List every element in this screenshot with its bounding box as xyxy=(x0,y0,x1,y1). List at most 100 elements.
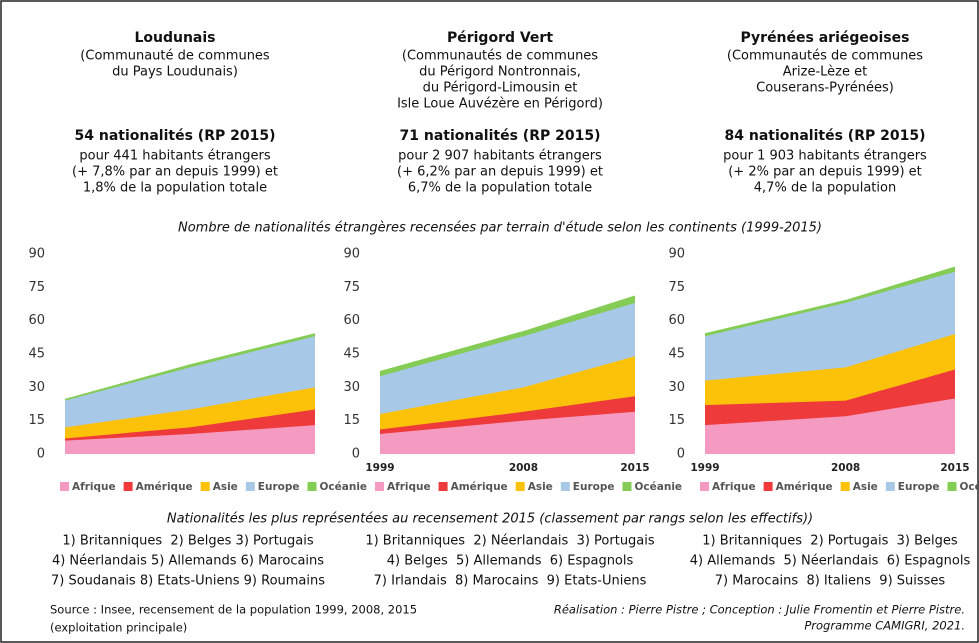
y-tick-label: 30 xyxy=(343,380,360,395)
legend-label: Océanie xyxy=(634,481,682,493)
y-tick-label: 90 xyxy=(668,247,685,262)
legend-swatch xyxy=(60,482,69,491)
region-description: Couserans-Pyrénées) xyxy=(756,81,894,96)
legend-swatch xyxy=(700,482,709,491)
y-tick-label: 30 xyxy=(28,380,45,395)
y-tick-label: 0 xyxy=(677,447,685,462)
ranking-line: 1) Britanniques 2) Portugais 3) Belges xyxy=(702,534,958,549)
area xyxy=(705,267,955,337)
y-tick-label: 15 xyxy=(28,413,45,428)
legend-label: Afrique xyxy=(72,481,116,493)
area-top xyxy=(379,295,636,373)
credits: Programme CAMIGRI, 2021. xyxy=(804,619,965,633)
ranking-line: 7) Marocains 8) Italiens 9) Suisses xyxy=(715,574,946,589)
region-name: Périgord Vert xyxy=(447,30,553,46)
area xyxy=(705,398,955,454)
area xyxy=(65,387,315,439)
y-tick-label: 60 xyxy=(668,313,685,328)
x-tick-label: 1999 xyxy=(690,462,719,474)
area-top xyxy=(704,266,956,335)
x-tick-label: 2008 xyxy=(509,462,538,474)
legend-swatch xyxy=(947,482,957,491)
ranking-line: 4) Allemands 5) Néerlandais 6) Espagnols xyxy=(690,554,971,569)
legend-swatch xyxy=(763,482,773,491)
ranking-line: 4) Belges 5) Allemands 6) Espagnols xyxy=(387,554,634,569)
legend-label: Océanie xyxy=(319,481,367,493)
y-tick-label: 0 xyxy=(352,447,360,462)
legend-swatch xyxy=(560,482,570,491)
stats-line: pour 1 903 habitants étrangers xyxy=(723,149,927,164)
legend-label: Afrique xyxy=(387,481,431,493)
legend-label: Europe xyxy=(898,481,940,493)
y-tick-label: 75 xyxy=(28,280,45,295)
legend-swatch xyxy=(123,482,133,491)
legend-label: Asie xyxy=(213,481,238,493)
legend-swatch xyxy=(375,482,384,491)
y-tick-label: 0 xyxy=(37,447,45,462)
region-description: Isle Loue Auvézère en Périgord) xyxy=(397,97,603,112)
region-description: du Périgord-Limousin et xyxy=(423,81,578,96)
legend-swatch xyxy=(245,482,255,491)
legend-swatch xyxy=(200,482,210,491)
region-description: du Pays Loudunais) xyxy=(112,65,238,80)
y-tick-label: 15 xyxy=(668,413,685,428)
region-description: (Communautés de communes xyxy=(727,49,923,64)
y-tick-label: 90 xyxy=(28,247,45,262)
y-tick-label: 45 xyxy=(28,347,45,362)
region-description: Arize-Lèze et xyxy=(783,65,867,80)
area xyxy=(65,409,315,441)
area xyxy=(705,271,955,381)
area-top xyxy=(64,333,316,401)
legend-swatch xyxy=(307,482,317,491)
y-tick-label: 30 xyxy=(668,380,685,395)
legend-swatch xyxy=(840,482,850,491)
region-description: (Communautés de communes xyxy=(402,49,598,64)
legend-label: Afrique xyxy=(712,481,756,493)
legend-label: Océanie xyxy=(959,481,979,493)
stats-line: pour 2 907 habitants étrangers xyxy=(398,149,602,164)
legend-swatch xyxy=(438,482,448,491)
legend-swatch xyxy=(515,482,525,491)
ranking-line: 7) Soudanais 8) Etats-Uniens 9) Roumains xyxy=(51,574,325,589)
y-tick-label: 45 xyxy=(668,347,685,362)
area xyxy=(65,425,315,454)
y-tick-label: 60 xyxy=(28,313,45,328)
legend-swatch xyxy=(622,482,632,491)
x-tick-label: 2008 xyxy=(831,462,860,474)
y-tick-label: 60 xyxy=(343,313,360,328)
stats-title: 71 nationalités (RP 2015) xyxy=(400,128,601,144)
legend-label: Asie xyxy=(528,481,553,493)
area xyxy=(705,369,955,426)
stats-line: 1,8% de la population totale xyxy=(83,181,267,196)
stats-line: (+ 6,2% par an depuis 1999) et xyxy=(397,165,603,180)
area xyxy=(65,334,315,401)
stats-title: 54 nationalités (RP 2015) xyxy=(75,128,276,144)
ranking-line: 4) Néerlandais 5) Allemands 6) Marocains xyxy=(52,554,324,569)
legend-label: Europe xyxy=(258,481,300,493)
y-tick-label: 45 xyxy=(343,347,360,362)
stats-line: 4,7% de la population xyxy=(754,181,896,196)
region-name: Pyrénées ariégeoises xyxy=(741,30,910,46)
stats-title: 84 nationalités (RP 2015) xyxy=(725,128,926,144)
ranking-line: 1) Britanniques 2) Néerlandais 3) Portug… xyxy=(365,534,655,549)
ranking-line: 7) Irlandais 8) Marocains 9) Etats-Unien… xyxy=(374,574,647,589)
stats-line: 6,7% de la population totale xyxy=(408,181,592,196)
region-description: (Communauté de communes xyxy=(80,49,270,64)
area xyxy=(380,411,635,454)
x-tick-label: 1999 xyxy=(365,462,394,474)
credits: Réalisation : Pierre Pistre ; Conception… xyxy=(554,603,965,617)
ranking-line: 1) Britanniques 2) Belges 3) Portugais xyxy=(62,534,314,549)
stats-line: (+ 7,8% par an depuis 1999) et xyxy=(72,165,278,180)
source: (exploitation principale) xyxy=(50,621,187,635)
y-tick-label: 75 xyxy=(668,280,685,295)
area xyxy=(380,302,635,414)
stats-line: (+ 2% par an depuis 1999) et xyxy=(728,165,922,180)
legend-label: Asie xyxy=(853,481,878,493)
legend-label: Europe xyxy=(573,481,615,493)
y-tick-label: 90 xyxy=(343,247,360,262)
region-name: Loudunais xyxy=(134,30,215,46)
legend-label: Amérique xyxy=(136,481,193,493)
y-tick-label: 15 xyxy=(343,413,360,428)
charts-title: Nombre de nationalités étrangères recens… xyxy=(178,221,822,236)
